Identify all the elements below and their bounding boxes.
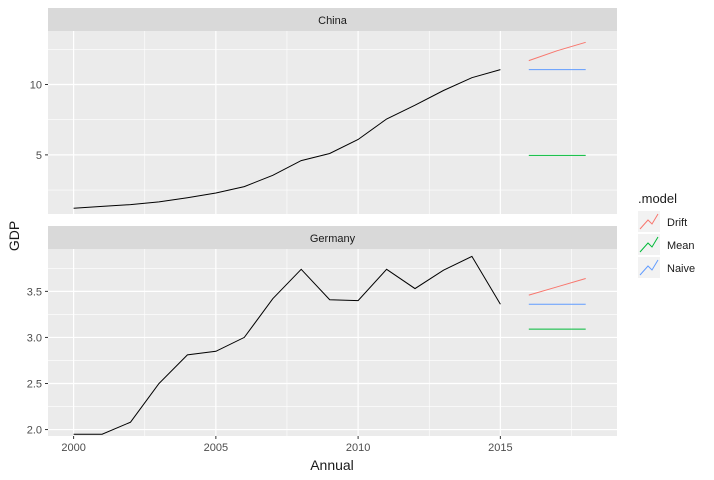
- legend-key-drift: [639, 213, 659, 230]
- legend-key-mean: [639, 236, 659, 253]
- facet-strip: [48, 226, 617, 249]
- y-tick-label: 3.0: [27, 332, 42, 344]
- x-tick-label: 2015: [488, 442, 512, 454]
- facet-panels: China 5 10 Germany 2.0 2.5 3.0 3.5: [27, 8, 617, 437]
- y-tick-label: 3.5: [27, 286, 42, 298]
- y-axis-title: GDP: [6, 221, 22, 251]
- y-tick-label: 2.0: [27, 425, 42, 437]
- x-axis-title: Annual: [310, 457, 354, 473]
- x-tick-label: 2000: [61, 442, 85, 454]
- legend-title: .model: [638, 191, 677, 206]
- panel-germany: Germany 2.0 2.5 3.0 3.5: [27, 226, 617, 437]
- legend-key-naive: [639, 259, 659, 276]
- panel-china: China 5 10: [30, 8, 617, 214]
- facet-strip-label: Germany: [310, 233, 356, 245]
- history-line-china: [73, 69, 501, 209]
- legend-label-mean: Mean: [667, 240, 695, 252]
- legend: .model Drift Mean Naive: [638, 191, 695, 278]
- y-tick-label: 5: [36, 150, 42, 162]
- facet-strip-label: China: [318, 15, 348, 27]
- panel-background: [48, 249, 617, 436]
- forecast-line-drift: [528, 41, 586, 62]
- y-tick-label: 10: [30, 79, 42, 91]
- legend-label-drift: Drift: [667, 217, 687, 229]
- forecast-line-drift: [528, 278, 586, 296]
- facet-strip: [48, 8, 617, 31]
- history-line-germany: [73, 255, 501, 435]
- y-tick-label: 2.5: [27, 378, 42, 390]
- panel-background: [48, 31, 617, 214]
- x-tick-label: 2005: [204, 442, 228, 454]
- x-tick-label: 2010: [346, 442, 370, 454]
- legend-label-naive: Naive: [667, 263, 695, 275]
- x-axis: 2000 2005 2010 2015: [61, 436, 513, 454]
